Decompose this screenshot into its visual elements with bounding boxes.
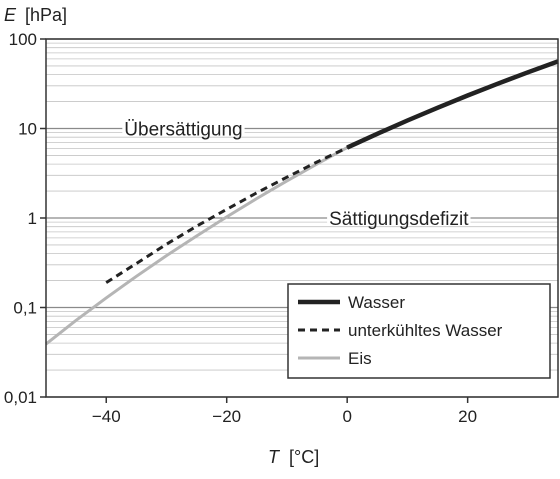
tick-layer: −40 −20 0 20 0,01 0,1 1 10 100: [4, 30, 477, 426]
x-tick-label: −20: [212, 407, 241, 426]
y-axis-unit: [hPa]: [25, 5, 67, 25]
x-tick-label: 0: [342, 407, 351, 426]
x-axis-title: T [°C]: [268, 447, 319, 467]
annotation-label: Übersättigung: [124, 120, 242, 141]
legend-label: Wasser: [348, 293, 405, 312]
x-axis-unit: [°C]: [289, 447, 319, 467]
legend-label: unterkühltes Wasser: [348, 321, 503, 340]
annotation-background: [327, 204, 471, 226]
y-tick-label: 0,1: [13, 299, 37, 318]
annotation-background: [122, 114, 245, 137]
y-tick-label: 0,01: [4, 388, 37, 407]
series-line-1: [105, 146, 348, 284]
legend: Wasser unterkühltes Wasser Eis: [287, 283, 551, 379]
legend-label: Eis: [348, 349, 372, 368]
series-line-2: [45, 146, 348, 346]
series-line-0: [346, 59, 559, 150]
y-axis-symbol: E: [4, 5, 17, 25]
axis-titles: E [hPa] T [°C]: [4, 5, 319, 467]
x-tick-label: −40: [92, 407, 121, 426]
grid-layer: [46, 38, 558, 398]
y-tick-label: 10: [18, 120, 37, 139]
x-axis-symbol: T: [268, 447, 281, 467]
annotation-layer: Übersättigung Sättigungsdefizit: [122, 114, 471, 230]
y-tick-label: 100: [9, 30, 37, 49]
annotation-label: Sättigungsdefizit: [329, 209, 469, 230]
y-tick-label: 1: [28, 209, 37, 228]
x-tick-label: 20: [458, 407, 477, 426]
series-layer: [45, 59, 559, 346]
legend-box: [287, 283, 551, 379]
y-axis-title: E [hPa]: [4, 5, 67, 25]
